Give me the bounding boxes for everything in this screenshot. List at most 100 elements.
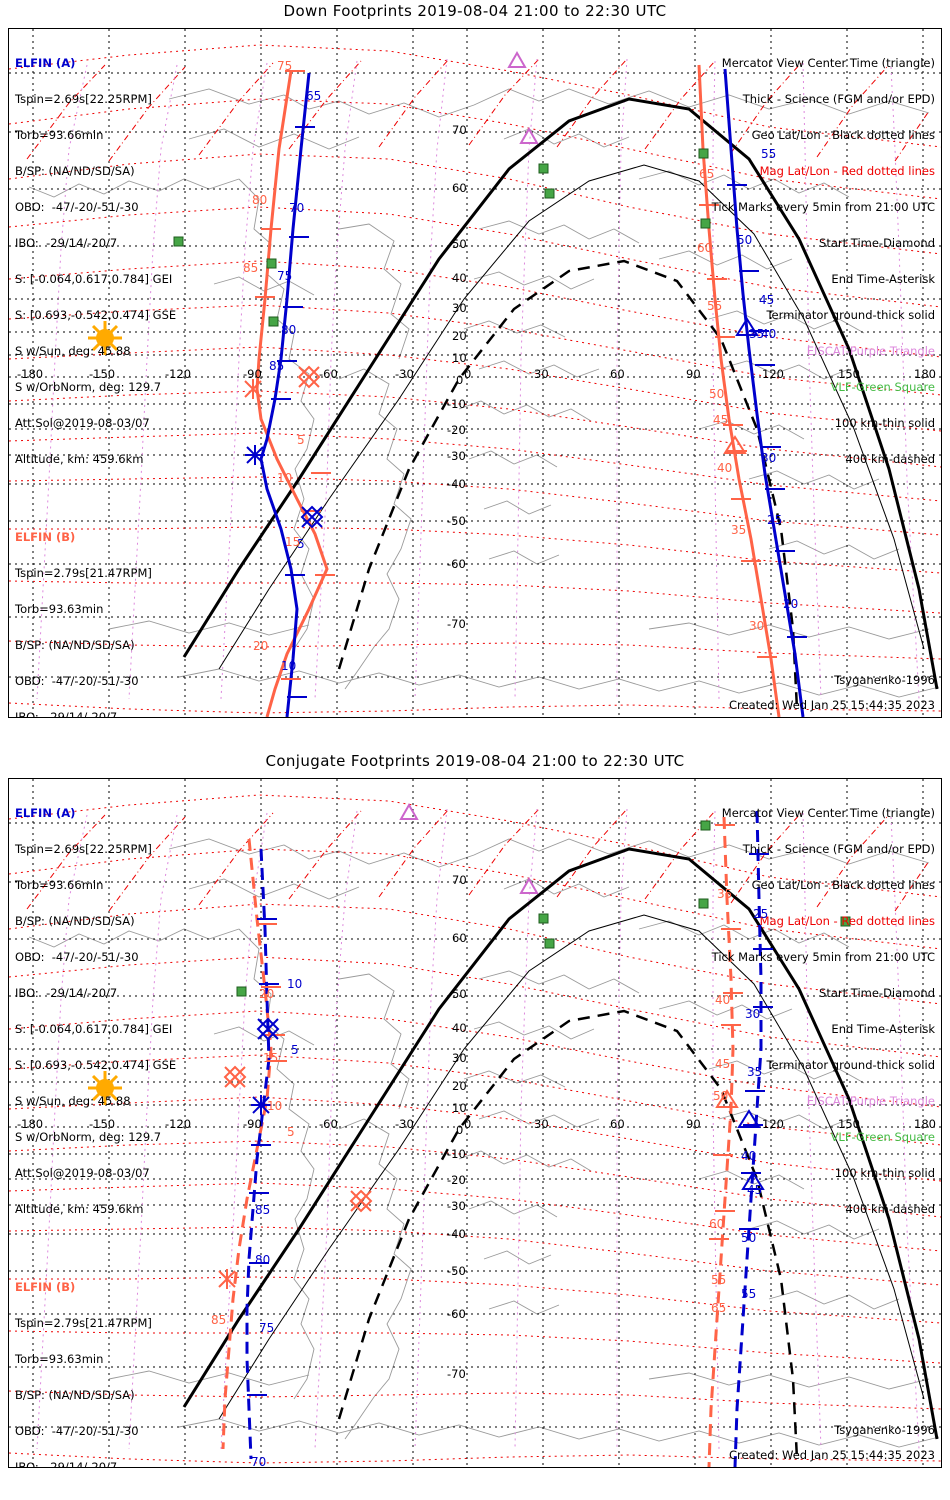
legend2-item-3: Mag Lat/Lon - Red dotted lines <box>759 914 935 928</box>
elfin-a-label-2: ELFIN (A) <box>15 806 76 820</box>
elfin-a-info-block-2: ELFIN (A) Tspin=2.69s[22.25RPM] Torb=93.… <box>15 783 176 1239</box>
y-tick-10: 10 <box>452 351 467 365</box>
tick2-b-10: 10 <box>267 1099 283 1113</box>
elfin-b-line-2: B/SP: (NA/ND/SD/SA) <box>15 638 135 652</box>
eiscat-purple-triangles-2 <box>399 802 539 894</box>
y-tick--20-2: -20 <box>447 1173 466 1187</box>
tick-a-40r: 40 <box>761 327 777 341</box>
legend-item-2: Geo Lat/Lon - Black dotted lines <box>751 128 935 142</box>
terminator-400km-2 <box>337 1009 799 1460</box>
map-canvas-2[interactable] <box>9 779 941 1467</box>
tick2-a-75: 75 <box>259 1321 275 1335</box>
legend2-item-0: Mercator View Center Time (triangle) <box>721 806 935 820</box>
elfin-b2-line-1: Torb=93.63min <box>15 1352 104 1366</box>
tick2-a-25: 25 <box>753 907 769 921</box>
end-time-asterisk-b <box>244 379 262 399</box>
map-frame-2[interactable]: -180 -150 -120 -90 -60 -30 0 30 60 90 12… <box>8 778 942 1468</box>
vlf-green-squares <box>173 148 711 327</box>
map-frame[interactable]: -180 -150 -120 -90 -60 -30 0 30 60 90 12… <box>8 28 942 718</box>
end-time-asterisk-a <box>245 445 265 465</box>
x-tick--60: -60 <box>319 367 338 381</box>
end-time-asterisk-a-2 <box>251 1095 271 1115</box>
map-canvas[interactable] <box>9 29 941 717</box>
y-tick-40: 40 <box>452 271 467 285</box>
elfin-a2-line-6: S: [0.693,-0.542,0.474] GSE <box>15 1058 177 1072</box>
tick2-a-55: 55 <box>741 1287 757 1301</box>
y-tick-20-2: 20 <box>452 1079 467 1093</box>
tick2-a-5: 5 <box>291 1043 299 1057</box>
tick2-a-35: 35 <box>747 1065 763 1079</box>
y-tick-70-2: 70 <box>452 873 467 887</box>
model-label-2: Tsyganenko-1996 <box>834 1423 935 1437</box>
legend-item-3: Mag Lat/Lon - Red dotted lines <box>759 164 935 178</box>
mag-lon-purple <box>36 58 920 700</box>
tick-a-25r: 25 <box>767 513 783 527</box>
tick2-b-45: 45 <box>715 1057 731 1071</box>
x-tick--90-2: -90 <box>243 1117 262 1131</box>
x-tick-120: 120 <box>762 367 784 381</box>
elfin-b2-line-3: OBO: -47/-20/-51/-30 <box>15 1424 139 1438</box>
tick-b-60r: 60 <box>697 241 713 255</box>
x-tick--90: -90 <box>243 367 262 381</box>
legend-item-6: End Time-Asterisk <box>831 272 935 286</box>
legend2-item-2: Geo Lat/Lon - Black dotted lines <box>751 878 935 892</box>
tick-a-55r: 55 <box>761 147 777 161</box>
tick-a-45r: 45 <box>759 293 775 307</box>
tick2-a-45: 45 <box>747 1183 763 1197</box>
legend2-item-9: VLF-Green Square <box>830 1130 935 1144</box>
elfin-a-track-right-2 <box>733 810 763 1467</box>
start-time-diamond-b <box>297 365 321 389</box>
center-time-triangle-b-2 <box>715 1089 739 1108</box>
legend-item-11: 400 km-dashed <box>845 452 935 466</box>
tick-b-30r: 30 <box>749 619 765 633</box>
legend-item-7: Terminator ground-thick solid <box>766 308 935 322</box>
x-tick--150: -150 <box>89 367 116 381</box>
y-tick--40-2: -40 <box>447 1227 466 1241</box>
y-tick-50: 50 <box>452 237 467 251</box>
elfin-a2-line-1: Torb=93.66min <box>15 878 104 892</box>
legend2-item-11: 400 km-dashed <box>845 1202 935 1216</box>
tick-a-50r: 50 <box>737 233 753 247</box>
tick2-b-35: 35 <box>717 887 733 901</box>
tick-b-85: 85 <box>243 261 259 275</box>
down-footprints-panel: Down Footprints 2019-08-04 21:00 to 22:3… <box>8 2 942 718</box>
x-tick--120: -120 <box>165 367 192 381</box>
tick-b-45r: 45 <box>713 413 729 427</box>
legend-item-5: Start Time-Diamond <box>819 236 935 250</box>
start-time-diamond-b-2 <box>223 1065 247 1089</box>
tick-a-30r: 30 <box>761 451 777 465</box>
tick-a-80: 80 <box>281 323 297 337</box>
sun-subpoint-marker <box>88 321 122 355</box>
y-tick--50-2: -50 <box>447 1264 466 1278</box>
elfin-a2-line-10: Altitude, km: 459.6km <box>15 1202 144 1216</box>
legend-block: Mercator View Center Time (triangle) Thi… <box>712 33 935 489</box>
legend-item-0: Mercator View Center Time (triangle) <box>721 56 935 70</box>
elfin-a2-line-7: S w/Sun, deg: 45.88 <box>15 1094 131 1108</box>
tick-b-40r: 40 <box>717 461 733 475</box>
vlf-green-squares-2 <box>236 820 851 997</box>
y-tick-10-2: 10 <box>452 1101 467 1115</box>
elfin-a-line-6: S: [0.693,-0.542,0.474] GSE <box>15 308 177 322</box>
tick2-b-5: 5 <box>287 1125 295 1139</box>
x-tick--30: -30 <box>395 367 414 381</box>
tick2-b-65: 65 <box>711 1301 727 1315</box>
y-tick--30-2: -30 <box>447 1199 466 1213</box>
end-time-asterisk-b-2 <box>218 1269 236 1289</box>
created-label: Created: Wed Jan 25 15:44:35 2023 <box>728 698 935 712</box>
elfin-b-line-1: Torb=93.63min <box>15 602 104 616</box>
panel-title-2: Conjugate Footprints 2019-08-04 21:00 to… <box>265 752 685 770</box>
tick-b-75: 75 <box>277 59 293 73</box>
terminator-ground <box>182 97 939 690</box>
start-time-diamond-a <box>300 505 324 529</box>
start-time-diamond-a-2 <box>256 1017 280 1041</box>
y-tick--10-2: -10 <box>447 1147 466 1161</box>
legend-item-9: VLF-Green Square <box>830 380 935 394</box>
x-tick--30-2: -30 <box>395 1117 414 1131</box>
legend2-item-10: 100 km-thin solid <box>834 1166 935 1180</box>
model-label: Tsyganenko-1996 <box>834 673 935 687</box>
y-tick-40-2: 40 <box>452 1021 467 1035</box>
x-tick-180-2: 180 <box>914 1117 936 1131</box>
tick-b-80: 80 <box>252 193 268 207</box>
elfin-a2-line-9: Att.Sol@2019-08-03/07 <box>15 1166 150 1180</box>
tick2-b-50: 50 <box>713 1089 729 1103</box>
